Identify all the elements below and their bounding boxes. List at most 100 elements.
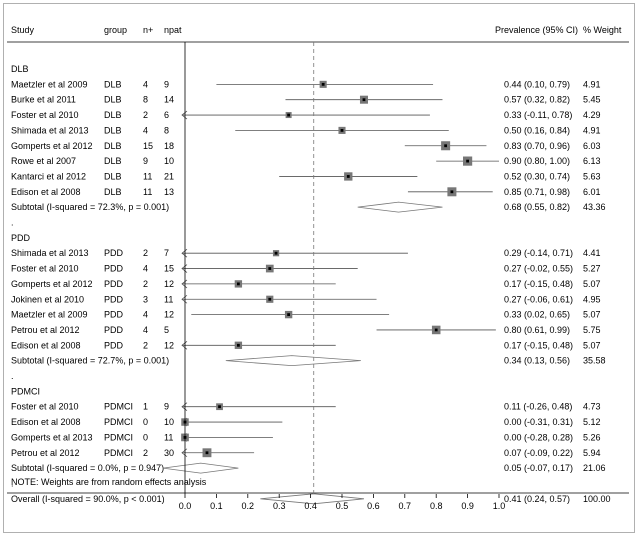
group-cell: DLB [104, 110, 122, 120]
n-plus-cell: 1 [143, 402, 148, 412]
npat-cell: 30 [164, 448, 174, 458]
n-plus-cell: 2 [143, 279, 148, 289]
point-estimate [346, 175, 350, 178]
point-estimate [466, 159, 469, 163]
n-plus-cell: 0 [143, 432, 148, 442]
ci-text: 0.17 (-0.15, 0.48) [504, 279, 573, 289]
x-tick-label: 0.8 [430, 501, 443, 511]
study-label: Shimada et al 2013 [11, 248, 89, 258]
study-label: Petrou et al 2012 [11, 448, 80, 458]
weight-cell: 5.07 [583, 279, 601, 289]
study-label: Edison et al 2008 [11, 187, 81, 197]
npat-cell: 10 [164, 156, 174, 166]
ci-text: 0.41 (0.24, 0.57) [504, 494, 570, 504]
point-estimate [434, 328, 438, 332]
weight-cell: 5.26 [583, 432, 601, 442]
ci-text: 0.68 (0.55, 0.82) [504, 202, 570, 212]
subtotal-diamond [225, 355, 361, 367]
npat-cell: 18 [164, 141, 174, 151]
study-label: Rowe et al 2007 [11, 156, 76, 166]
group-cell: DLB [104, 125, 122, 135]
x-tick-label: 0.3 [273, 501, 286, 511]
group-cell: DLB [104, 79, 122, 89]
study-label: Maetzler et al 2009 [11, 310, 88, 320]
point-estimate [287, 313, 291, 316]
point-estimate [236, 343, 240, 347]
npat-cell: 12 [164, 310, 174, 320]
study-label: Jokinen et al 2010 [11, 294, 84, 304]
header-npat: npat [164, 25, 182, 35]
ci-text: 0.17 (-0.15, 0.48) [504, 340, 573, 350]
weight-cell: 5.45 [583, 95, 601, 105]
weight-cell: 21.06 [583, 463, 606, 473]
study-label: Edison et al 2008 [11, 417, 81, 427]
group-cell: PDMCI [104, 448, 133, 458]
ci-text: 0.05 (-0.07, 0.17) [504, 463, 573, 473]
group-cell: DLB [104, 95, 122, 105]
spacer-dot: . [11, 218, 14, 228]
npat-cell: 15 [164, 264, 174, 274]
header-weight: % Weight [583, 25, 622, 35]
npat-cell: 7 [164, 248, 169, 258]
point-estimate [362, 98, 366, 102]
npat-cell: 12 [164, 340, 174, 350]
weight-cell: 5.75 [583, 325, 601, 335]
x-tick-label: 0.1 [210, 501, 223, 511]
n-plus-cell: 4 [143, 79, 148, 89]
npat-cell: 9 [164, 402, 169, 412]
n-plus-cell: 15 [143, 141, 153, 151]
n-plus-cell: 4 [143, 325, 148, 335]
n-plus-cell: 2 [143, 110, 148, 120]
forest-rows: DLB Maetzler et al 2009 DLB 4 9 0.44 (0.10, 0… [11, 64, 611, 505]
ci-text: 0.11 (-0.26, 0.48) [504, 402, 572, 412]
study-label: Kantarci et al 2012 [11, 171, 86, 181]
n-plus-cell: 2 [143, 340, 148, 350]
study-label: Shimada et al 2013 [11, 125, 89, 135]
weight-cell: 5.63 [583, 171, 601, 181]
group-cell: DLB [104, 171, 122, 181]
header-study: Study [11, 25, 35, 35]
ci-text: 0.33 (-0.11, 0.78) [504, 110, 572, 120]
point-estimate [340, 129, 344, 132]
x-tick-label: 0.7 [399, 501, 412, 511]
n-plus-cell: 11 [143, 187, 152, 197]
point-estimate [205, 451, 209, 455]
n-plus-cell: 0 [143, 417, 148, 427]
ci-text: 0.83 (0.70, 0.96) [504, 141, 570, 151]
x-tick-label: 0.5 [336, 501, 349, 511]
n-plus-cell: 2 [143, 448, 148, 458]
weight-cell: 5.94 [583, 448, 601, 458]
npat-cell: 5 [164, 325, 169, 335]
weight-cell: 4.41 [583, 248, 601, 258]
weight-cell: 35.58 [583, 356, 606, 366]
npat-cell: 6 [164, 110, 169, 120]
npat-cell: 9 [164, 79, 169, 89]
study-label: Edison et al 2008 [11, 340, 81, 350]
weight-cell: 4.91 [583, 79, 601, 89]
group-cell: PDMCI [104, 432, 133, 442]
ci-text: 0.90 (0.80, 1.00) [504, 156, 570, 166]
point-estimate [444, 144, 448, 148]
subtotal-label: Subtotal (I-squared = 72.7%, p = 0.001) [11, 356, 169, 366]
group-cell: PDMCI [104, 402, 133, 412]
n-plus-cell: 8 [143, 95, 148, 105]
study-label: Burke et al 2011 [11, 95, 76, 105]
x-tick-label: 0.2 [242, 501, 255, 511]
weight-cell: 5.07 [583, 310, 601, 320]
point-estimate [268, 297, 272, 301]
study-label: Petrou et al 2012 [11, 325, 80, 335]
ci-text: 0.29 (-0.14, 0.71) [504, 248, 573, 258]
npat-cell: 13 [164, 187, 174, 197]
study-label: Gomperts et al 2012 [11, 279, 93, 289]
study-label: Gomperts et al 2013 [11, 432, 93, 442]
group-cell: PDD [104, 310, 124, 320]
weight-cell: 6.13 [583, 156, 601, 166]
header-group: group [104, 25, 127, 35]
point-estimate [274, 251, 278, 255]
point-estimate [321, 82, 325, 86]
n-plus-cell: 4 [143, 264, 148, 274]
npat-cell: 21 [164, 171, 174, 181]
point-estimate [287, 113, 291, 117]
group-cell: PDMCI [104, 417, 133, 427]
header-row: Study group n+ npat Prevalence (95% CI) … [11, 25, 622, 35]
